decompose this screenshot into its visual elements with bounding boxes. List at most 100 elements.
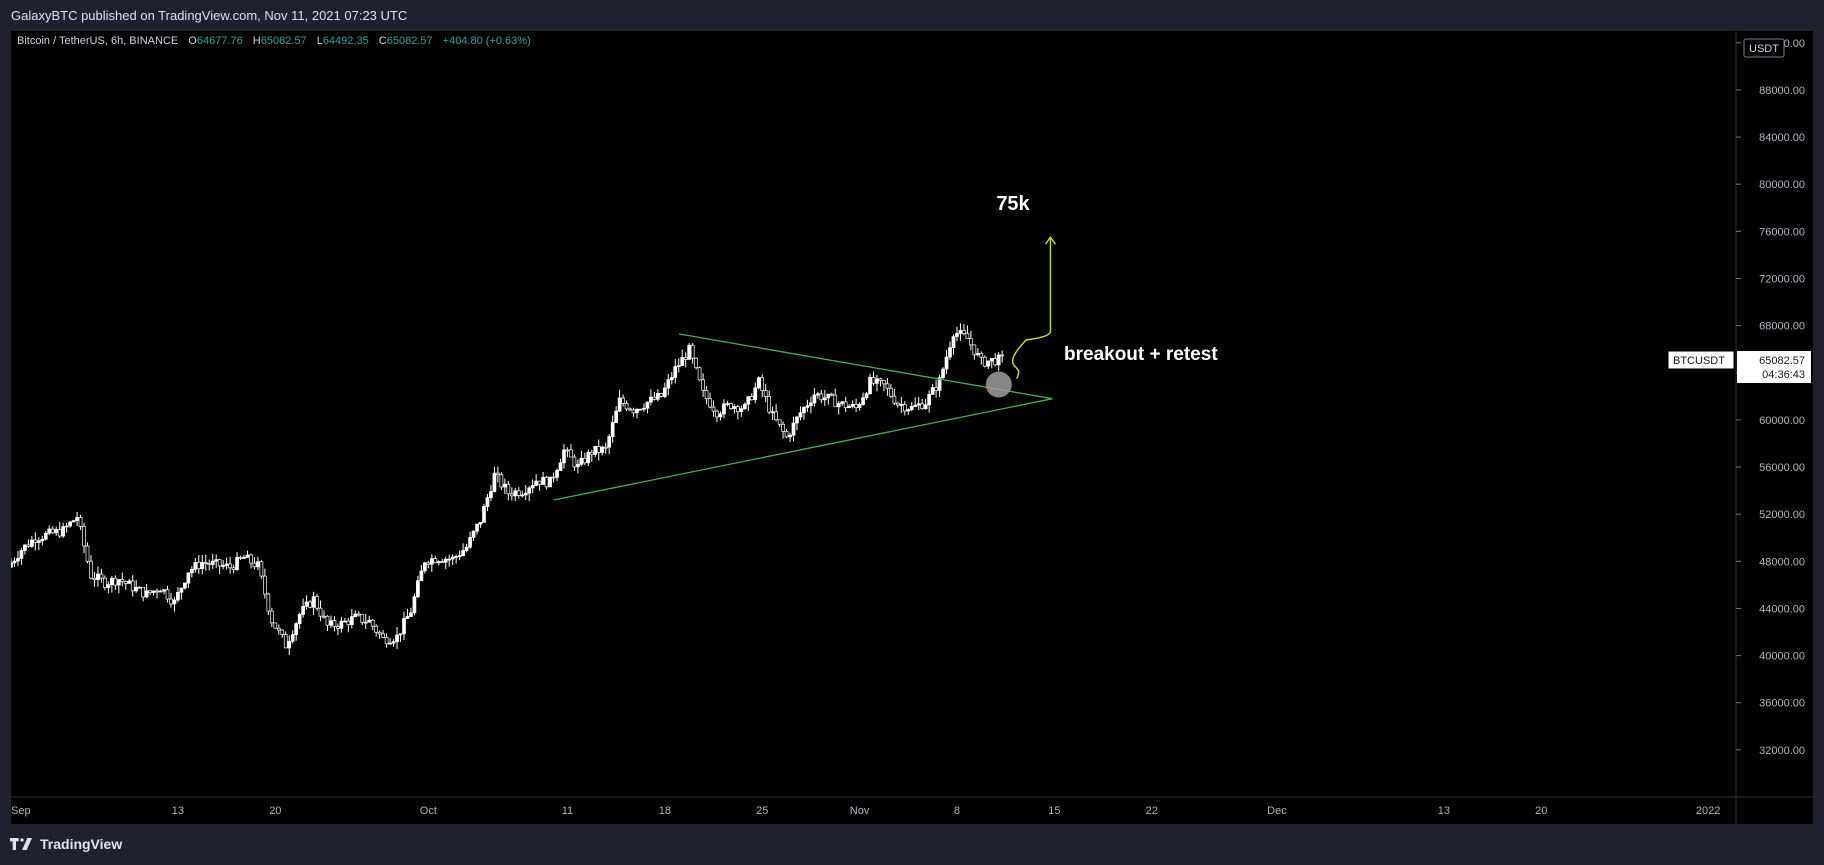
candle-body xyxy=(937,377,942,391)
tradingview-logo-icon xyxy=(10,838,32,850)
candle-body xyxy=(871,376,876,384)
candle-body xyxy=(475,523,479,532)
candle-body xyxy=(666,379,671,389)
candle-body xyxy=(325,615,330,626)
candle-body xyxy=(690,344,695,359)
price-axis[interactable]: 92000.0088000.0084000.0080000.0076000.00… xyxy=(1736,38,1805,757)
projection-path[interactable] xyxy=(1011,237,1052,379)
candle-body xyxy=(169,598,173,605)
last-price-box xyxy=(1737,350,1811,383)
candle-body xyxy=(405,616,410,619)
candle-body xyxy=(12,560,17,564)
y-tick-label: 40000.00 xyxy=(1759,651,1805,663)
x-tick-label: Dec xyxy=(1267,805,1287,817)
candle-body xyxy=(951,336,956,349)
candle-body xyxy=(283,634,288,649)
candle-body xyxy=(965,333,970,339)
candle-body xyxy=(68,521,72,527)
candle-body xyxy=(576,463,580,468)
legend-close-value: 65082.57 xyxy=(387,35,433,47)
legend-low-label: L xyxy=(317,35,323,47)
trendline-lower[interactable] xyxy=(553,398,1053,501)
candle-body xyxy=(395,634,399,643)
candle-body xyxy=(436,561,441,564)
candle-body xyxy=(809,402,813,406)
y-tick-label: 60000.00 xyxy=(1759,415,1805,427)
candle-body xyxy=(617,397,622,412)
candle-body xyxy=(228,563,232,569)
y-tick-label: 44000.00 xyxy=(1759,603,1805,615)
candle-body xyxy=(238,556,243,559)
candle-body xyxy=(788,434,792,438)
candle-body xyxy=(377,631,382,635)
candle-body xyxy=(165,589,170,600)
candle-body xyxy=(276,627,281,631)
candle-body xyxy=(141,586,146,598)
y-tick-label: 80000.00 xyxy=(1759,179,1805,191)
tradingview-brand[interactable]: TradingView xyxy=(10,836,122,852)
candle-body xyxy=(36,540,41,543)
candle-body xyxy=(61,526,66,537)
candle-body xyxy=(263,575,267,595)
candle-body xyxy=(829,393,834,396)
breakout-annotation[interactable]: breakout + retest xyxy=(1064,344,1218,365)
tradingview-name: TradingView xyxy=(40,836,123,852)
legend-open-value: 64677.76 xyxy=(197,35,243,47)
candle-body xyxy=(186,572,191,584)
candle-body xyxy=(26,544,31,547)
candle-body xyxy=(496,472,500,476)
candle-body xyxy=(551,476,556,479)
candle-body xyxy=(989,358,994,362)
time-axis[interactable]: Sep 13 20 Oct 11 18 25 Nov 8 15 22 Dec 13 20 2022 xyxy=(11,805,1720,817)
x-tick-label: 22 xyxy=(1146,805,1158,817)
currency-badge[interactable] xyxy=(1743,38,1785,58)
candle-body xyxy=(426,562,431,565)
legend-close-label: C xyxy=(379,35,387,47)
candle-body xyxy=(259,561,264,577)
candle-body xyxy=(64,525,69,528)
retest-marker[interactable] xyxy=(985,371,1012,398)
candle-body xyxy=(805,405,810,408)
candle-body xyxy=(697,367,702,381)
candle-body xyxy=(986,360,991,367)
candle-body xyxy=(388,642,392,645)
legend-change: +404.80 (+0.63%) xyxy=(443,35,531,47)
candle-body xyxy=(864,393,869,399)
candle-body xyxy=(739,408,744,412)
candle-body xyxy=(346,620,351,625)
candle-body xyxy=(513,490,518,497)
candle-body xyxy=(603,446,608,449)
candle-body xyxy=(683,357,688,360)
candle-body xyxy=(593,445,598,455)
candle-body xyxy=(196,561,201,569)
candle-body xyxy=(631,409,636,414)
candle-body xyxy=(760,377,765,391)
candle-body xyxy=(541,476,545,485)
candle-body xyxy=(742,403,747,410)
price-chart[interactable]: Bitcoin / TetherUS, 6h, BINANCE O64677.7… xyxy=(11,31,1813,824)
candle-body xyxy=(54,529,59,534)
candle-body xyxy=(412,596,417,614)
target-annotation[interactable]: 75k xyxy=(996,193,1030,215)
candle-body xyxy=(680,357,685,366)
candle-body xyxy=(158,590,163,593)
last-price-symbol: BTCUSDT xyxy=(1673,355,1725,367)
candle-body xyxy=(725,403,730,405)
candle-body xyxy=(113,577,118,586)
candle-body xyxy=(958,330,963,334)
candle-body xyxy=(30,539,34,547)
candle-body xyxy=(572,456,577,468)
candle-body xyxy=(381,633,385,638)
candle-body xyxy=(33,539,38,543)
candle-body xyxy=(318,607,323,617)
candle-body xyxy=(934,387,938,391)
candle-body xyxy=(711,406,716,412)
candle-body xyxy=(704,389,709,400)
candle-body xyxy=(916,403,921,406)
y-tick-label: 76000.00 xyxy=(1759,226,1805,238)
currency-label: USDT xyxy=(1749,43,1779,55)
candle-body xyxy=(906,409,911,412)
candle-body xyxy=(892,395,897,404)
candle-body xyxy=(489,491,493,499)
chart-panel[interactable]: Bitcoin / TetherUS, 6h, BINANCE O64677.7… xyxy=(11,31,1813,824)
